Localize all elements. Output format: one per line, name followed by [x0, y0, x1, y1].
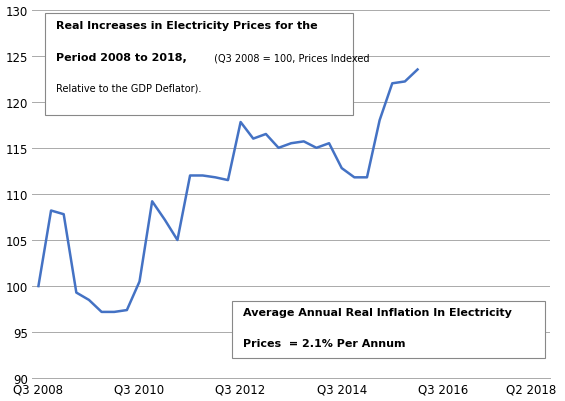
Text: (Q3 2008 = 100, Prices Indexed: (Q3 2008 = 100, Prices Indexed	[211, 53, 370, 63]
FancyBboxPatch shape	[45, 14, 353, 115]
FancyBboxPatch shape	[232, 301, 545, 358]
Text: Average Annual Real Inflation In Electricity: Average Annual Real Inflation In Electri…	[243, 308, 512, 318]
Text: Period 2008 to 2018,: Period 2008 to 2018,	[56, 53, 187, 63]
Text: Relative to the GDP Deflator).: Relative to the GDP Deflator).	[56, 83, 202, 93]
Text: Real Increases in Electricity Prices for the: Real Increases in Electricity Prices for…	[56, 21, 318, 31]
Text: Prices  = 2.1% Per Annum: Prices = 2.1% Per Annum	[243, 338, 406, 348]
